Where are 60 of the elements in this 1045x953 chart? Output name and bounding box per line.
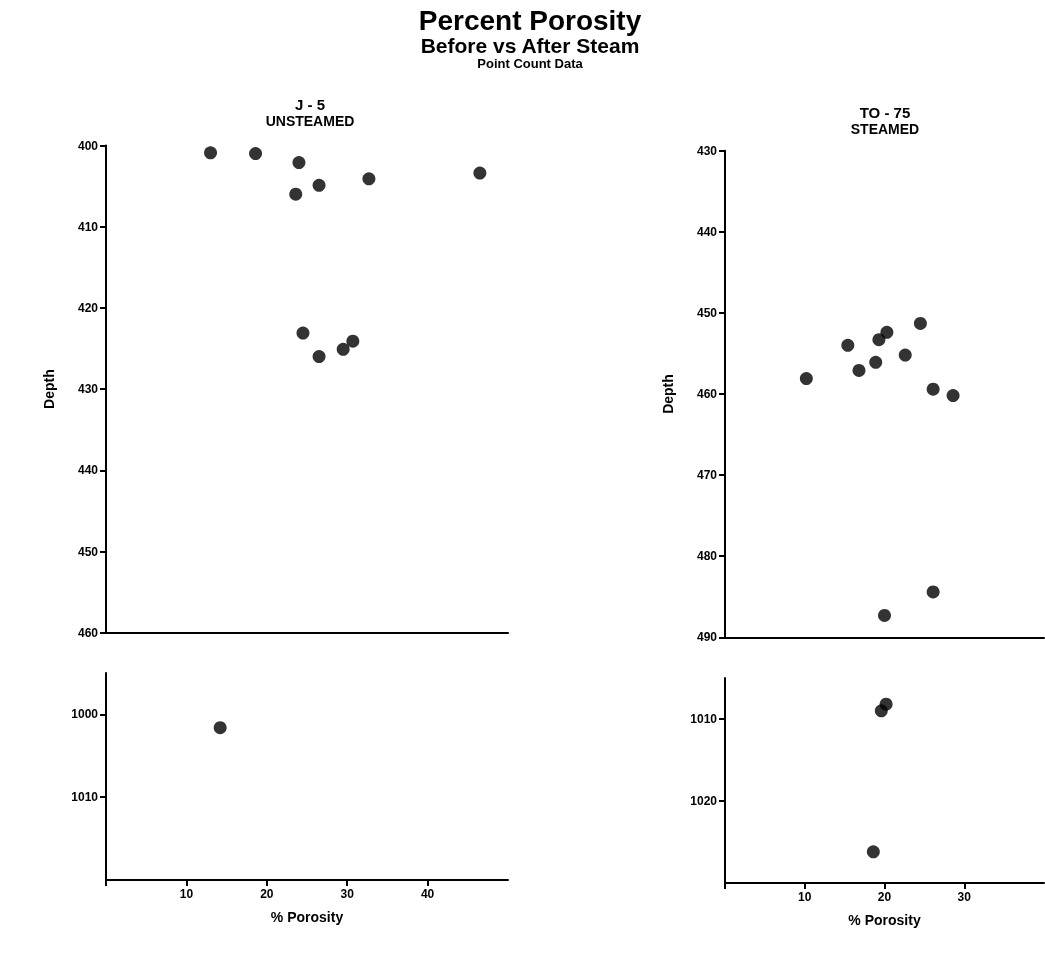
point bbox=[296, 326, 310, 340]
y-tick-label: 430 bbox=[77, 382, 99, 397]
y-tick-label: 450 bbox=[77, 544, 99, 559]
x-axis-title: % Porosity bbox=[270, 909, 344, 925]
y-tick-label: 440 bbox=[696, 224, 718, 239]
point bbox=[878, 608, 891, 622]
point bbox=[346, 334, 360, 348]
chart-title: TO - 75 bbox=[859, 104, 911, 121]
y-tick-label: 460 bbox=[696, 387, 718, 401]
y-tick-label: 1000 bbox=[71, 707, 99, 722]
point bbox=[799, 372, 813, 386]
point bbox=[872, 333, 886, 347]
point bbox=[362, 172, 376, 186]
x-axis-title: % Porosity bbox=[848, 912, 921, 928]
chart-subtitle: STEAMED bbox=[850, 121, 920, 137]
point bbox=[879, 697, 893, 711]
point bbox=[312, 178, 326, 192]
x-tick-label: 40 bbox=[420, 887, 435, 901]
y-tick-label: 400 bbox=[77, 138, 99, 153]
chart-subtitle: UNSTEAMED bbox=[265, 113, 355, 129]
x-tick-label: 10 bbox=[798, 890, 812, 904]
point bbox=[926, 382, 940, 396]
point bbox=[204, 146, 218, 160]
y-tick-label: 460 bbox=[77, 625, 99, 640]
point bbox=[946, 389, 960, 403]
point bbox=[473, 166, 487, 180]
y-axis-title: Depth bbox=[660, 374, 676, 414]
y-tick-label: 1010 bbox=[690, 712, 718, 726]
point bbox=[913, 316, 927, 330]
point bbox=[312, 350, 326, 364]
y-tick-label: 470 bbox=[696, 468, 718, 483]
point bbox=[292, 156, 306, 170]
y-tick-label: 450 bbox=[696, 305, 718, 320]
chart-title: J - 5 bbox=[294, 96, 326, 113]
text: Percent Porosity bbox=[417, 5, 643, 36]
point bbox=[880, 325, 894, 339]
x-tick-label: 30 bbox=[340, 887, 355, 901]
x-tick-label: 10 bbox=[179, 887, 194, 901]
point bbox=[249, 147, 263, 161]
y-tick-label: 430 bbox=[696, 143, 718, 158]
point bbox=[841, 338, 855, 352]
point bbox=[852, 363, 866, 377]
x-tick-label: 20 bbox=[260, 887, 274, 901]
y-tick-label: 1020 bbox=[690, 794, 718, 808]
y-tick-label: 410 bbox=[77, 219, 99, 234]
y-axis-title: Depth bbox=[41, 369, 57, 409]
point bbox=[289, 187, 303, 201]
y-tick-label: 420 bbox=[77, 300, 99, 315]
point bbox=[869, 355, 883, 369]
point bbox=[926, 585, 940, 599]
text: Point Count Data bbox=[476, 56, 584, 72]
y-tick-label: 1010 bbox=[71, 790, 99, 805]
point bbox=[336, 342, 350, 356]
x-tick-label: 20 bbox=[877, 890, 892, 904]
y-tick-label: 480 bbox=[696, 549, 718, 564]
y-tick-label: 490 bbox=[696, 630, 718, 645]
point bbox=[866, 845, 880, 859]
point bbox=[898, 348, 912, 362]
x-tick-label: 30 bbox=[957, 890, 972, 904]
y-tick-label: 440 bbox=[77, 463, 99, 478]
